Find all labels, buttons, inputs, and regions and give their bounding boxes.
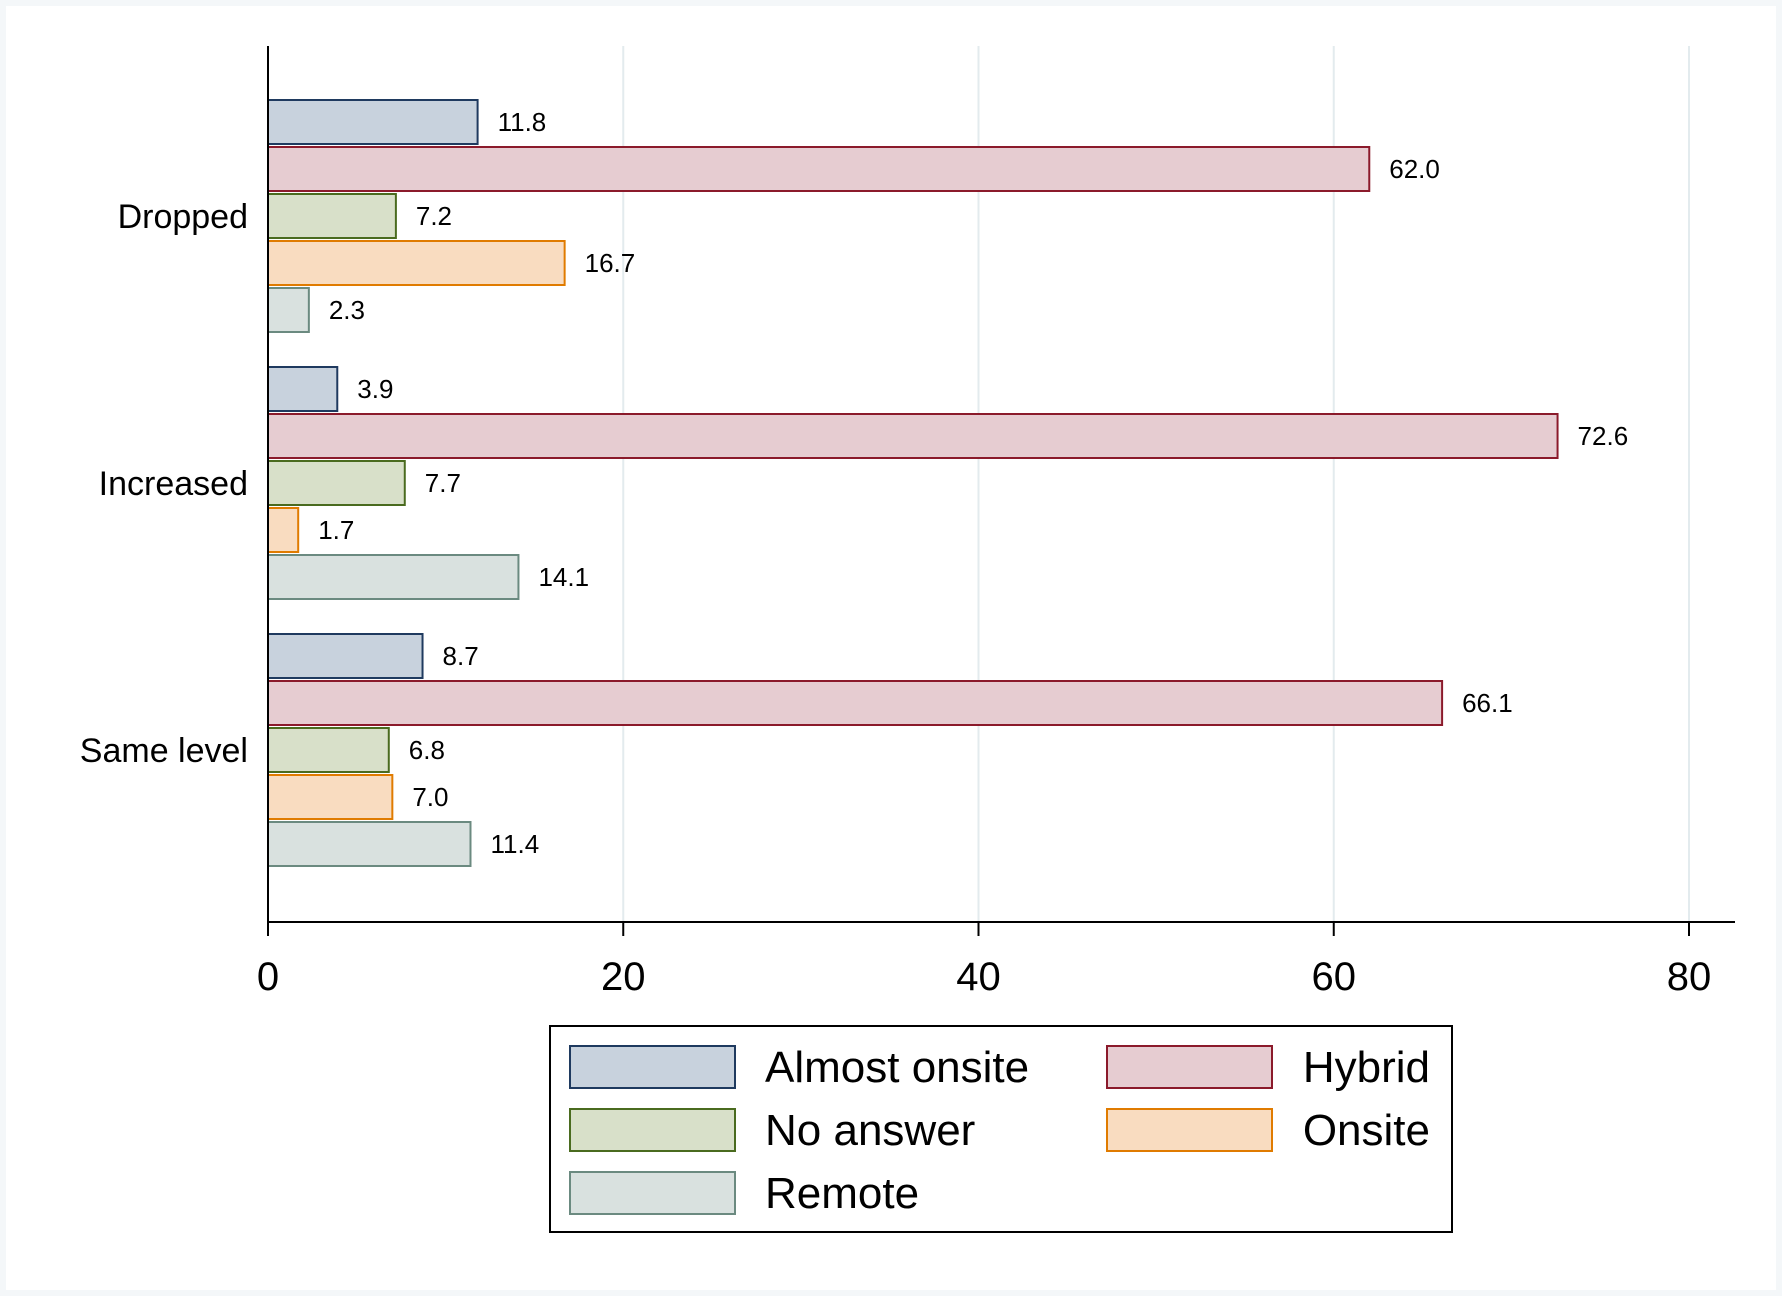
value-label: 1.7 — [318, 515, 354, 545]
bar-increased-onsite — [267, 507, 300, 553]
legend-label: Almost onsite — [765, 1043, 1029, 1092]
value-label: 14.1 — [538, 562, 589, 592]
bar-same-level-onsite — [267, 774, 394, 820]
bar-same-level-almost-onsite — [267, 633, 424, 679]
value-label: 66.1 — [1462, 688, 1513, 718]
legend-swatch-onsite — [1106, 1108, 1273, 1152]
bar-increased-remote — [267, 554, 520, 600]
bar-increased-no-answer — [267, 460, 406, 506]
value-label: 11.8 — [498, 107, 547, 137]
legend-swatch-hybrid — [1106, 1045, 1273, 1089]
bar-dropped-onsite — [267, 240, 566, 286]
legend-label: Onsite — [1303, 1106, 1430, 1155]
bar-increased-hybrid — [267, 413, 1559, 459]
bar-dropped-hybrid — [267, 146, 1371, 192]
value-labels: 11.8 62.0 7.2 16.7 2.3 3.9 72.6 7.7 1.7 14.1 8.7 66… — [318, 107, 1628, 859]
bar-dropped-remote — [267, 287, 310, 333]
value-label: 2.3 — [329, 295, 365, 325]
legend-swatch-remote — [569, 1171, 736, 1215]
x-tick-label: 0 — [257, 955, 279, 999]
category-label-dropped: Dropped — [118, 198, 248, 236]
legend-label: Hybrid — [1303, 1043, 1430, 1092]
value-label: 7.0 — [412, 782, 448, 812]
x-tick-labels: 0 20 40 60 80 — [257, 922, 1711, 999]
bar-same-level-hybrid — [267, 680, 1444, 726]
axes — [267, 46, 1735, 923]
legend-label: Remote — [765, 1169, 919, 1218]
legend: Almost onsite Hybrid No answer Onsite Remote — [549, 1025, 1453, 1233]
x-tick-label: 60 — [1312, 955, 1357, 999]
value-label: 11.4 — [490, 829, 539, 859]
bar-dropped-almost-onsite — [267, 99, 479, 145]
category-label-increased: Increased — [99, 465, 248, 503]
value-label: 7.2 — [416, 201, 452, 231]
legend-swatch-almost-onsite — [569, 1045, 736, 1089]
category-labels: Dropped Increased Same level — [80, 198, 248, 770]
bar-dropped-no-answer — [267, 193, 397, 239]
bar-series — [267, 99, 1559, 867]
x-tick-label: 20 — [601, 955, 646, 999]
bar-same-level-no-answer — [267, 727, 390, 773]
value-label: 62.0 — [1389, 154, 1440, 184]
value-label: 16.7 — [585, 248, 636, 278]
category-label-same-level: Same level — [80, 732, 248, 770]
value-label: 72.6 — [1578, 421, 1629, 451]
bar-same-level-remote — [267, 821, 472, 867]
x-tick-label: 40 — [956, 955, 1001, 999]
value-label: 6.8 — [409, 735, 445, 765]
legend-label: No answer — [765, 1106, 975, 1155]
value-label: 8.7 — [443, 641, 479, 671]
value-label: 7.7 — [425, 468, 461, 498]
bar-increased-almost-onsite — [267, 366, 339, 412]
legend-swatch-no-answer — [569, 1108, 736, 1152]
value-label: 3.9 — [357, 374, 393, 404]
x-tick-label: 80 — [1667, 955, 1712, 999]
